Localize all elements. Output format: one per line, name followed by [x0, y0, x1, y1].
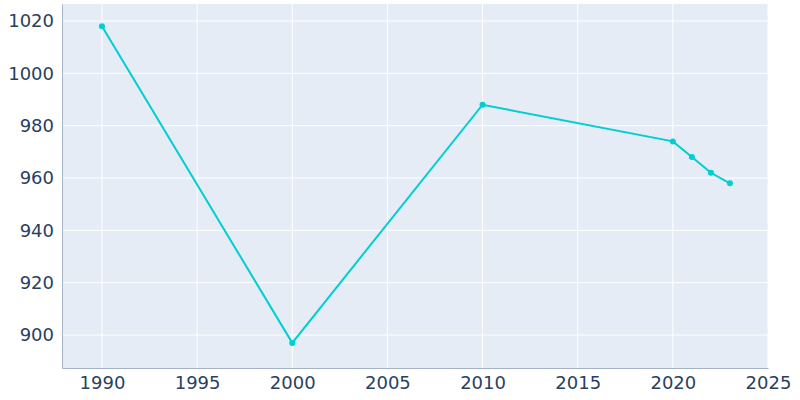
grid-line-y: [62, 73, 768, 74]
tick: 1995: [175, 368, 221, 393]
marker: [670, 138, 676, 144]
tick-label: 980: [20, 115, 54, 136]
marker: [689, 154, 695, 160]
axis-line: [62, 5, 63, 369]
tick: 2005: [365, 368, 411, 393]
tick: 920: [20, 272, 62, 293]
tick-label: 900: [20, 324, 54, 345]
plot: 1990 1995 2000 2005 2010 2015 2020 2025 900 920 94…: [8, 4, 791, 393]
marker: [99, 23, 105, 29]
tick-label: 1990: [80, 372, 126, 393]
tick-label: 1020: [8, 10, 54, 31]
tick-label: 920: [20, 272, 54, 293]
tick: 2010: [460, 368, 506, 393]
tick: 2015: [555, 368, 601, 393]
tick: 980: [20, 115, 62, 136]
line: [102, 26, 730, 343]
grid-line-x: [101, 4, 102, 368]
grid-line-y: [62, 178, 768, 179]
grid-line-x: [577, 4, 578, 368]
grid-line-x: [292, 4, 293, 368]
tick-label: 2010: [460, 372, 506, 393]
marker: [480, 102, 486, 108]
tick-label: 2015: [555, 372, 601, 393]
tick: 2020: [650, 368, 696, 393]
tick-label: 1000: [8, 63, 54, 84]
grid-line-y: [62, 125, 768, 126]
grid-line-y: [62, 335, 768, 336]
tick: 940: [20, 220, 62, 241]
y-axis: 900 920 940 960 980 1000 1020: [8, 5, 62, 369]
axis-line: [63, 368, 769, 369]
grid-line-y: [62, 230, 768, 231]
marker: [727, 180, 733, 186]
x-axis: 1990 1995 2000 2005 2010 2015 2020 2025: [63, 368, 792, 393]
series: [99, 23, 733, 346]
tick: 2025: [746, 368, 792, 393]
tick: 1000: [8, 63, 62, 84]
chart: 1990 1995 2000 2005 2010 2015 2020 2025 900 920 94…: [0, 0, 800, 400]
tick: 1020: [8, 10, 62, 31]
tick-label: 1995: [175, 372, 221, 393]
marker: [708, 170, 714, 176]
tick: 1990: [80, 368, 126, 393]
tick-label: 2000: [270, 372, 316, 393]
tick-label: 960: [20, 167, 54, 188]
grid-line-x: [672, 4, 673, 368]
grid-line-y: [62, 21, 768, 22]
tick: 2000: [270, 368, 316, 393]
tick-label: 2025: [746, 372, 792, 393]
grid: [62, 4, 768, 368]
grid-line-y: [62, 282, 768, 283]
marker: [289, 340, 295, 346]
grid-line-x: [387, 4, 388, 368]
tick: 960: [20, 167, 62, 188]
grid-line-x: [768, 4, 769, 368]
plot-background: [62, 4, 768, 368]
grid-line-x: [482, 4, 483, 368]
tick: 900: [20, 324, 62, 345]
tick-label: 940: [20, 220, 54, 241]
tick-label: 2020: [650, 372, 696, 393]
tick-label: 2005: [365, 372, 411, 393]
